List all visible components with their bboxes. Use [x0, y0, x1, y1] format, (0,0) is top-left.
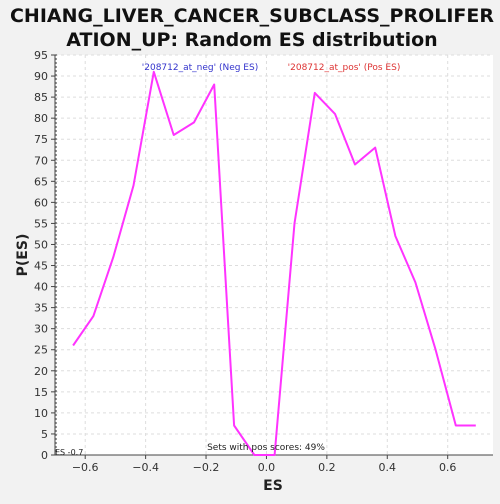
x-tick-label: 0.6 — [439, 461, 457, 474]
chart-title-line-2: ATION_UP: Random ES distribution — [66, 29, 437, 51]
y-tick-label: 30 — [34, 323, 48, 336]
y-tick-label: 35 — [34, 302, 48, 315]
es-min-annotation: ES -0.7 — [55, 448, 83, 457]
x-axis: −0.6 −0.4 −0.2 0.0 0.2 0.4 0.6 — [55, 454, 493, 474]
y-tick-label: 10 — [34, 407, 48, 420]
y-tick-label: 75 — [34, 133, 48, 146]
y-tick-label: 90 — [34, 70, 48, 83]
y-tick-label: 65 — [34, 175, 48, 188]
y-tick-label: 5 — [41, 428, 48, 441]
chart-title-line-1: CHIANG_LIVER_CANCER_SUBCLASS_PROLIFER — [10, 5, 494, 27]
y-tick-label: 45 — [34, 260, 48, 273]
y-tick-label: 85 — [34, 91, 48, 104]
x-tick-label: −0.6 — [72, 461, 99, 474]
es-distribution-line — [72, 70, 476, 456]
y-tick-label: 50 — [34, 238, 48, 251]
series-layer — [72, 70, 476, 456]
x-tick-label: 0.0 — [258, 461, 276, 474]
y-axis-label: P(ES) — [15, 234, 31, 277]
x-axis-label: ES — [263, 478, 283, 494]
y-tick-label: 80 — [34, 112, 48, 125]
legend-neg-label: '208712_at_neg' (Neg ES) — [142, 63, 258, 73]
y-axis: 0 5 10 15 20 25 30 35 40 45 50 55 60 65 70 75 80 85 90 95 — [34, 49, 57, 462]
y-tick-label: 0 — [41, 449, 48, 462]
y-tick-label: 40 — [34, 281, 48, 294]
y-tick-label: 15 — [34, 386, 48, 399]
y-tick-label: 60 — [34, 196, 48, 209]
y-tick-label: 95 — [34, 49, 48, 62]
legend-pos-label: '208712_at_pos' (Pos ES) — [288, 63, 401, 73]
x-tick-label: −0.2 — [193, 461, 220, 474]
y-tick-label: 25 — [34, 344, 48, 357]
y-tick-label: 20 — [34, 365, 48, 378]
pos-scores-annotation: Sets with pos scores: 49% — [207, 443, 325, 453]
y-tick-label: 55 — [34, 217, 48, 230]
plot-area — [55, 55, 493, 455]
x-tick-label: 0.2 — [318, 461, 336, 474]
y-tick-label: 70 — [34, 154, 48, 167]
x-tick-label: −0.4 — [132, 461, 159, 474]
x-tick-label: 0.4 — [379, 461, 397, 474]
